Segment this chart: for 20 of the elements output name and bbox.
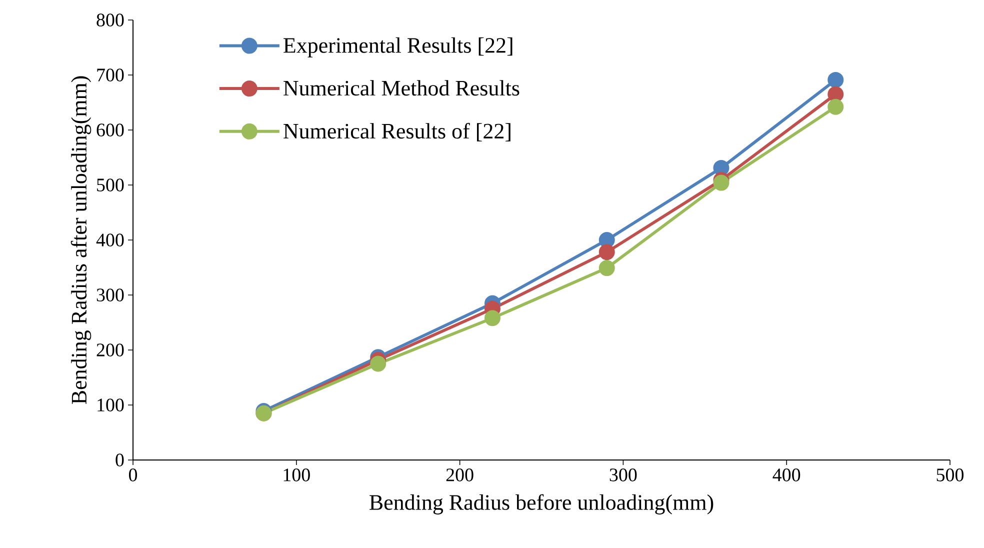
y-tick-label: 200 <box>96 344 124 356</box>
y-tick-label: 800 <box>96 14 124 26</box>
legend-label: Experimental Results [22] <box>284 37 512 58</box>
legend-label: Numerical Method Results <box>284 80 520 96</box>
y-tick-label: 600 <box>96 124 124 136</box>
y-tick-label: 0 <box>116 454 124 466</box>
y-tick-label: 100 <box>98 398 124 412</box>
legend-label: Numerical Results of [22] <box>284 122 510 142</box>
y-tick-label: 400 <box>96 234 124 246</box>
x-tick-label: 400 <box>772 468 800 482</box>
y-tick-label: 300 <box>96 288 124 302</box>
y-tick-label: 700 <box>97 68 124 82</box>
x-tick-label: 500 <box>936 468 964 482</box>
x-tick-label: 200 <box>446 468 474 482</box>
x-tick-label: 0 <box>128 468 138 482</box>
x-tick-label: 100 <box>284 468 310 482</box>
x-tick-label: 300 <box>610 468 637 482</box>
y-tick-label: 500 <box>97 178 124 192</box>
y-axis-title: Bending Radius after unloading(mm) <box>70 76 92 404</box>
x-axis-title: Bending Radius before unloading(mm) <box>370 494 714 514</box>
